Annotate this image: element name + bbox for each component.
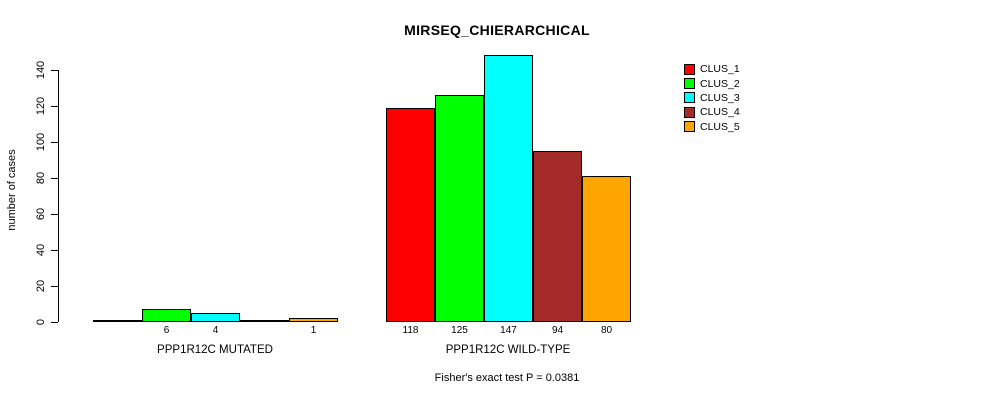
bar bbox=[191, 312, 240, 322]
legend-label: CLUS_3 bbox=[700, 91, 740, 104]
group-label-wild-type: PPP1R12C WILD-TYPE bbox=[445, 344, 571, 356]
legend-item: CLUS_2 bbox=[684, 76, 740, 90]
bar-value-label: 80 bbox=[600, 325, 613, 336]
bar-value-label: 118 bbox=[402, 325, 419, 336]
legend-swatch bbox=[684, 106, 695, 118]
y-tick bbox=[51, 322, 58, 323]
bar bbox=[142, 309, 191, 322]
y-tick-label: 100 bbox=[35, 132, 47, 152]
y-tick bbox=[51, 286, 58, 287]
legend-label: CLUS_4 bbox=[700, 106, 740, 119]
y-tick-label: 0 bbox=[35, 318, 47, 326]
y-tick bbox=[51, 250, 58, 251]
y-tick bbox=[51, 178, 58, 179]
legend: CLUS_1 CLUS_2 CLUS_3 CLUS_4 CLUS_5 bbox=[684, 62, 740, 134]
legend-swatch bbox=[684, 78, 695, 90]
bar-value-label: 6 bbox=[163, 325, 170, 336]
y-tick-label: 120 bbox=[35, 96, 47, 116]
legend-item: CLUS_1 bbox=[684, 62, 740, 76]
legend-item: CLUS_4 bbox=[684, 105, 740, 119]
y-axis-label: number of cases bbox=[6, 149, 18, 231]
legend-swatch bbox=[684, 63, 695, 75]
y-tick-label: 140 bbox=[35, 60, 47, 80]
legend-item: CLUS_5 bbox=[684, 120, 740, 134]
legend-item: CLUS_3 bbox=[684, 91, 740, 105]
y-tick-label: 60 bbox=[35, 207, 47, 221]
legend-label: CLUS_2 bbox=[700, 77, 740, 90]
y-axis bbox=[58, 70, 59, 322]
bar bbox=[582, 176, 631, 322]
y-tick bbox=[51, 142, 58, 143]
bar bbox=[484, 55, 533, 322]
y-tick bbox=[51, 70, 58, 71]
bar-value-label: 4 bbox=[212, 325, 219, 336]
group-label-mutated: PPP1R12C MUTATED bbox=[157, 344, 273, 356]
bar bbox=[435, 95, 484, 322]
y-tick bbox=[51, 106, 58, 107]
bar bbox=[289, 318, 338, 322]
legend-swatch bbox=[684, 92, 695, 104]
bar bbox=[240, 320, 289, 322]
bar bbox=[533, 150, 582, 322]
bar bbox=[93, 320, 142, 322]
legend-swatch bbox=[684, 121, 695, 133]
chart-title: MIRSEQ_CHIERARCHICAL bbox=[404, 22, 590, 38]
y-tick-label: 80 bbox=[35, 171, 47, 185]
bar-value-label: 94 bbox=[551, 325, 564, 336]
bar-value-label: 1 bbox=[310, 325, 317, 336]
legend-label: CLUS_5 bbox=[700, 120, 740, 133]
bar-value-label: 125 bbox=[451, 325, 468, 336]
legend-label: CLUS_1 bbox=[700, 63, 740, 76]
y-tick-label: 20 bbox=[35, 279, 47, 293]
bar-value-label: 147 bbox=[500, 325, 517, 336]
fisher-test-annotation: Fisher's exact test P = 0.0381 bbox=[434, 372, 580, 384]
y-tick-label: 40 bbox=[35, 243, 47, 257]
bar bbox=[386, 107, 435, 322]
y-tick bbox=[51, 214, 58, 215]
